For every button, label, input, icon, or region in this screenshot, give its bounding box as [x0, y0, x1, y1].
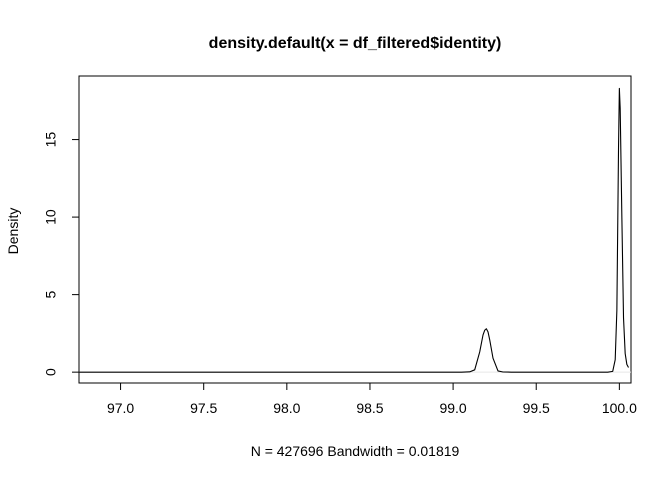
y-axis-label: Density — [5, 208, 21, 255]
y-tick-label: 5 — [43, 291, 59, 299]
x-axis-label: N = 427696 Bandwidth = 0.01819 — [251, 443, 460, 459]
density-curve — [79, 87, 629, 373]
x-tick-label: 99.0 — [439, 400, 466, 416]
y-axis: 0 5 10 15 — [43, 132, 80, 376]
y-tick-label: 15 — [43, 132, 59, 148]
x-tick-label: 100.0 — [602, 400, 637, 416]
plot-area — [79, 87, 631, 373]
x-axis: 97.0 97.5 98.0 98.5 99.0 99.5 100.0 — [107, 382, 637, 416]
y-tick-label: 10 — [43, 209, 59, 225]
x-tick-label: 97.0 — [107, 400, 134, 416]
x-tick-label: 99.5 — [523, 400, 550, 416]
x-tick-label: 98.5 — [356, 400, 383, 416]
x-tick-label: 97.5 — [190, 400, 217, 416]
plot-frame — [78, 75, 632, 384]
x-tick-label: 98.0 — [273, 400, 300, 416]
chart-title: density.default(x = df_filtered$identity… — [209, 35, 502, 52]
y-tick-label: 0 — [43, 368, 59, 376]
